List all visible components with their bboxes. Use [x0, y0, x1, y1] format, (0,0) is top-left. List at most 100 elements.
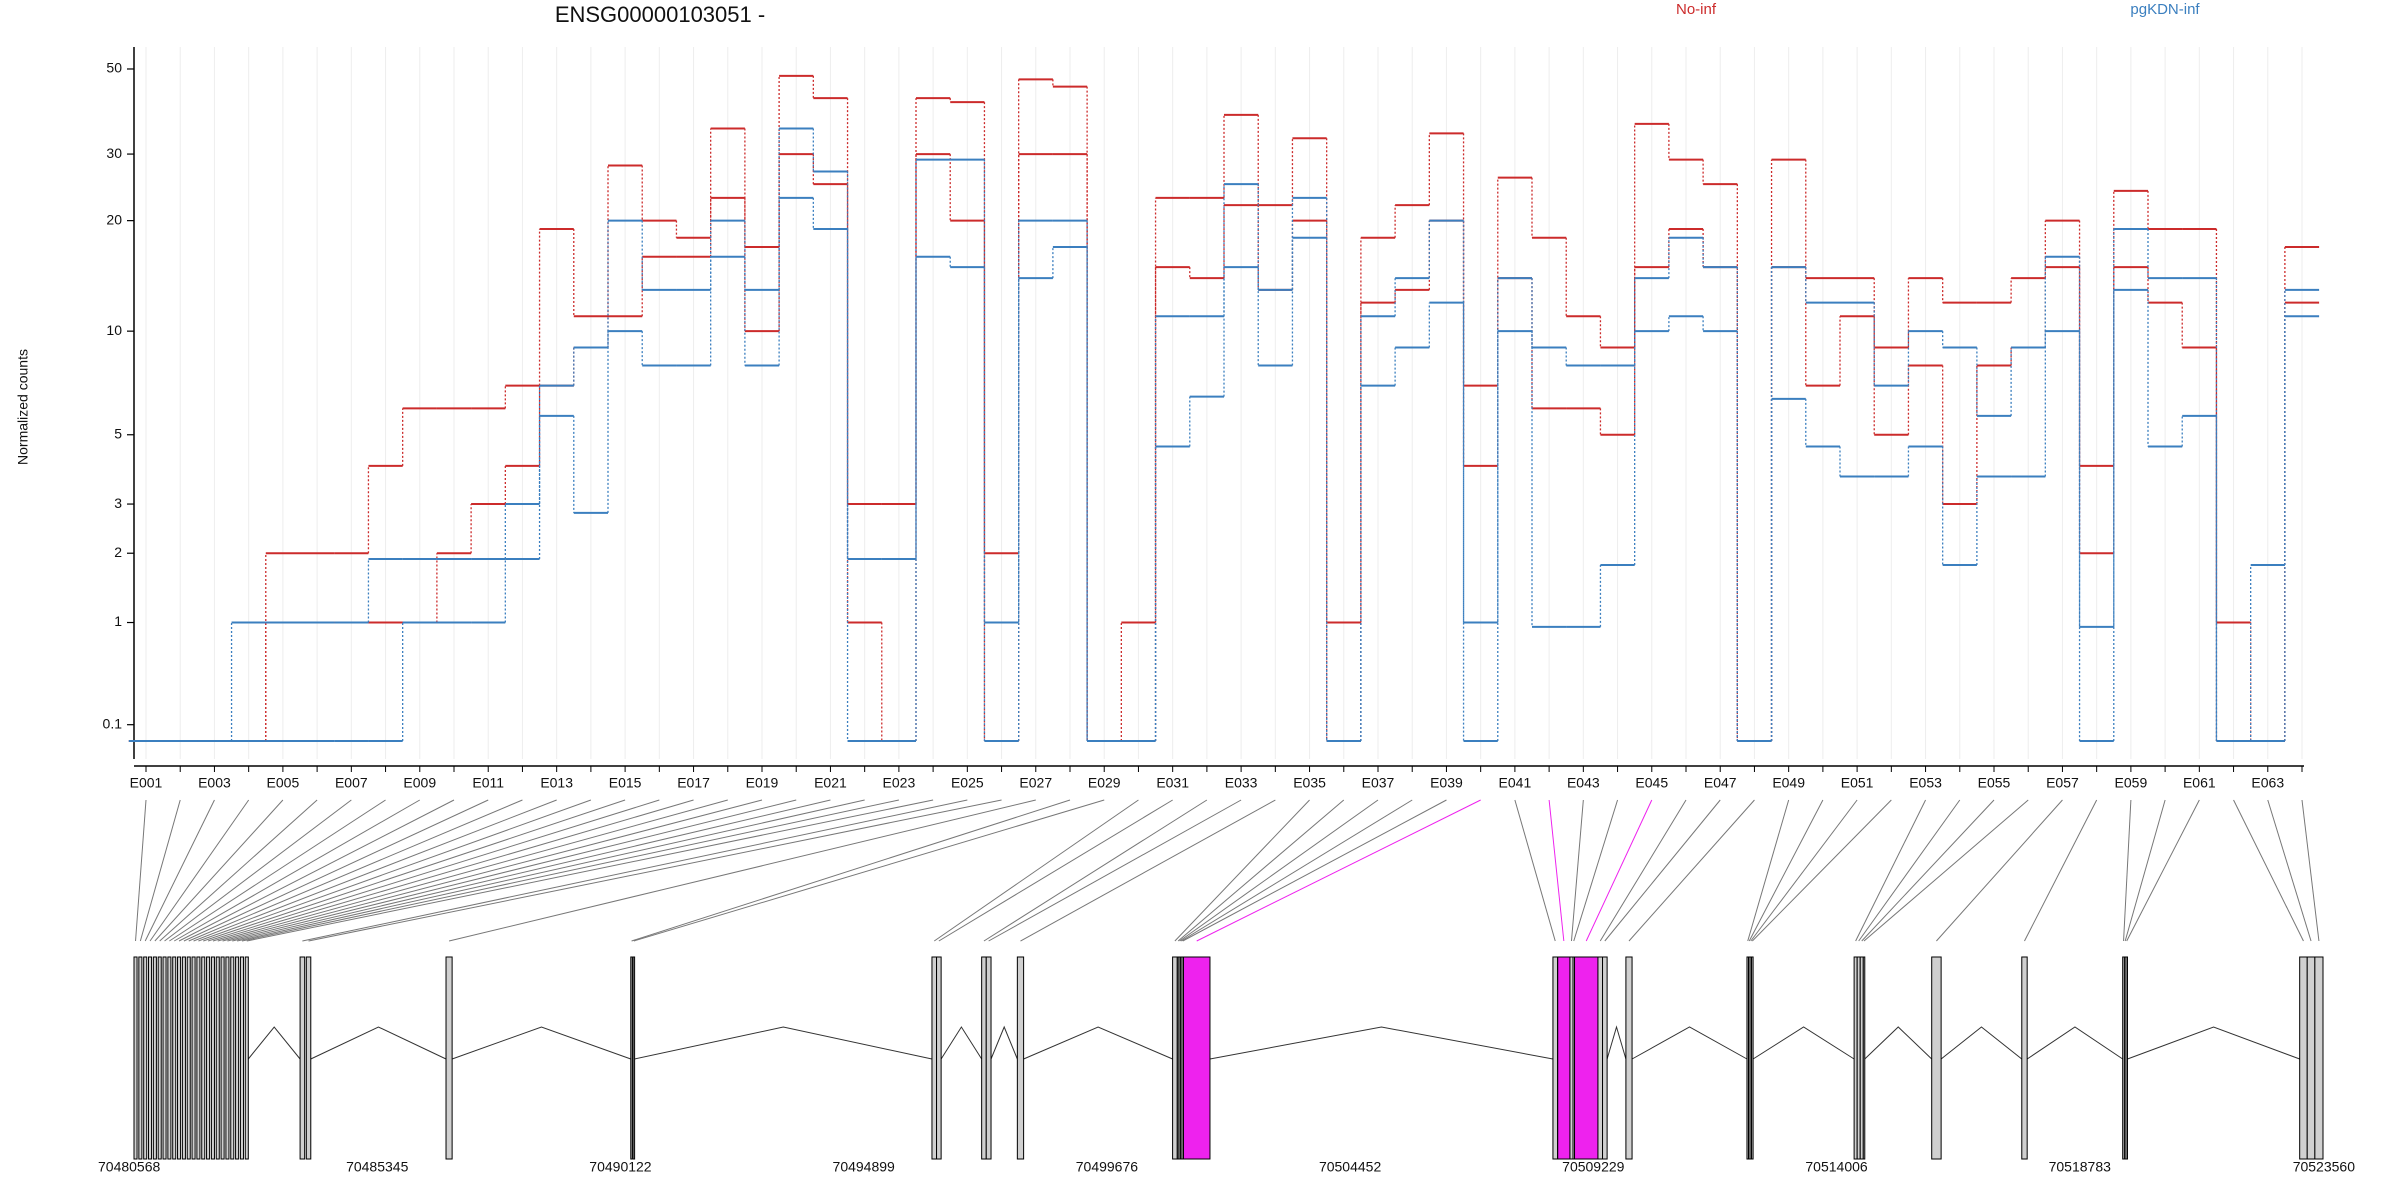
exon — [225, 956, 230, 1160]
intron — [247, 1026, 301, 1060]
exon-link — [1748, 799, 1824, 942]
exon — [162, 956, 167, 1160]
exon — [157, 956, 162, 1160]
x-tick-label: E045 — [1635, 775, 1668, 791]
exon-link — [2123, 799, 2132, 942]
coordinate-label: 70494899 — [833, 1159, 896, 1175]
exon-link — [302, 799, 968, 942]
exon-link — [938, 799, 1173, 942]
exon — [1182, 956, 1211, 1160]
exon-link — [631, 799, 1071, 942]
exon — [239, 956, 244, 1160]
exon-link — [227, 799, 797, 942]
exon-link — [207, 799, 660, 942]
exon-link — [1585, 799, 1653, 942]
exon-link — [139, 799, 181, 942]
exon — [2125, 956, 2128, 1160]
exon — [1597, 956, 1604, 1160]
intron — [2026, 1026, 2123, 1060]
exon-link — [2124, 799, 2166, 942]
exon-link — [1573, 799, 1619, 942]
x-tick-label: E051 — [1841, 775, 1874, 791]
exon-link — [1020, 799, 1276, 942]
exon — [143, 956, 148, 1160]
intron — [451, 1026, 631, 1060]
exon — [1602, 956, 1608, 1160]
exon-link — [144, 799, 215, 942]
exon-link — [1177, 799, 1345, 942]
legend-label: No-inf — [1676, 1, 1717, 18]
exon-link — [1570, 799, 1584, 942]
exon — [220, 956, 225, 1160]
exon-link — [2233, 799, 2304, 942]
exon-link — [135, 799, 147, 942]
y-axis-label: Normalized counts — [15, 349, 31, 465]
exon — [1625, 956, 1633, 1160]
intron — [1864, 1026, 1933, 1060]
x-tick-label: E053 — [1909, 775, 1942, 791]
x-tick-label: E063 — [2251, 775, 2284, 791]
exon — [1931, 956, 1942, 1160]
exon — [1751, 956, 1754, 1160]
x-tick-label: E047 — [1704, 775, 1737, 791]
exon-link — [308, 799, 1002, 942]
exon — [2299, 956, 2308, 1160]
exon-link — [154, 799, 284, 942]
exon — [2306, 956, 2316, 1160]
x-tick-label: E049 — [1772, 775, 1805, 791]
intron — [990, 1025, 1018, 1060]
exon-link — [241, 799, 899, 942]
exon-link — [1861, 799, 1995, 942]
exon — [2314, 956, 2324, 1160]
exon — [1557, 956, 1571, 1160]
exon-link — [198, 799, 592, 942]
exon — [299, 956, 306, 1160]
intron — [1940, 1026, 2023, 1060]
exon-link — [1628, 799, 1755, 942]
exon-link — [988, 799, 1242, 942]
exon-link — [2126, 799, 2200, 942]
exon-link — [1750, 799, 1858, 942]
exon-link — [159, 799, 318, 942]
intron — [1752, 1026, 1855, 1060]
exon-link — [173, 799, 421, 942]
exon — [215, 956, 220, 1160]
exon-link — [178, 799, 455, 942]
exon-link — [169, 799, 386, 942]
exon-link — [1604, 799, 1721, 942]
exon-link — [188, 799, 523, 942]
x-tick-label: E025 — [951, 775, 984, 791]
x-tick-label: E035 — [1293, 775, 1326, 791]
intron — [1023, 1026, 1173, 1060]
intron — [1209, 1026, 1554, 1060]
x-tick-label: E029 — [1088, 775, 1121, 791]
x-tick-label: E039 — [1430, 775, 1463, 791]
exon-link — [1180, 799, 1413, 942]
exon — [1574, 956, 1599, 1160]
exon — [172, 956, 177, 1160]
exon — [206, 956, 211, 1160]
exon-link — [1751, 799, 1892, 942]
exon-link — [933, 799, 1139, 942]
exon-link — [1858, 799, 1961, 942]
coordinate-label: 70514006 — [1805, 1159, 1868, 1175]
chart-title: ENSG00000103051 - — [555, 2, 765, 27]
y-tick-label: 2 — [114, 544, 122, 560]
x-tick-label: E057 — [2046, 775, 2079, 791]
exon — [152, 956, 157, 1160]
exon — [177, 956, 182, 1160]
x-tick-label: E021 — [814, 775, 847, 791]
intron — [310, 1026, 447, 1060]
coordinate-label: 70485345 — [346, 1159, 409, 1175]
exon — [632, 956, 636, 1160]
x-tick-label: E041 — [1499, 775, 1532, 791]
exon — [936, 956, 942, 1160]
exon-link — [212, 799, 694, 942]
x-tick-label: E009 — [403, 775, 436, 791]
exon-link — [2301, 799, 2320, 942]
x-tick-label: E059 — [2115, 775, 2148, 791]
coordinate-label: 70480568 — [98, 1159, 161, 1175]
legend-label: pgKDN-inf — [2130, 1, 2200, 18]
x-tick-label: E033 — [1225, 775, 1258, 791]
